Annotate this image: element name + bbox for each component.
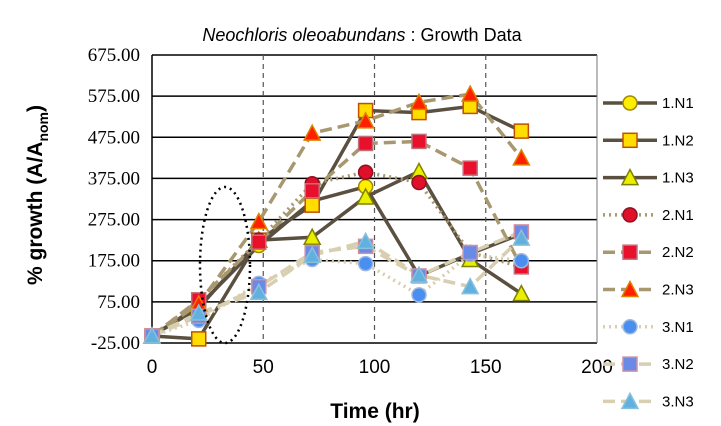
legend-marker-2.N2 bbox=[622, 244, 638, 260]
x-tick-label: 100 bbox=[359, 357, 391, 378]
x-tick-label: 0 bbox=[147, 357, 158, 378]
series-line-1.N3 bbox=[151, 169, 523, 338]
data-point-2.N3 bbox=[356, 111, 375, 129]
legend-marker-1.N1 bbox=[622, 95, 638, 111]
data-point-2.N2 bbox=[357, 135, 374, 152]
y-tick-label: 375.00 bbox=[88, 168, 140, 189]
legend-label-3.N2: 3.N2 bbox=[662, 356, 694, 373]
data-point-3.N3 bbox=[189, 303, 208, 321]
y-tick-label: 475.00 bbox=[88, 127, 140, 148]
x-tick-label: 150 bbox=[470, 357, 502, 378]
x-tick-label: 50 bbox=[253, 357, 274, 378]
legend-label-2.N3: 2.N3 bbox=[662, 282, 694, 299]
y-tick-label: 75.00 bbox=[97, 292, 140, 313]
data-point-2.N2 bbox=[411, 133, 427, 150]
legend: 1.N1 1.N2 1.N3 2.N1 2.N2 2.N3 3.N1 3.N2 3.N3 bbox=[603, 95, 694, 410]
data-point-2.N1 bbox=[411, 174, 427, 191]
data-point-2.N2 bbox=[304, 183, 320, 199]
series-markers bbox=[142, 84, 531, 347]
data-point-2.N3 bbox=[460, 84, 480, 102]
data-point-3.N2 bbox=[462, 244, 478, 261]
data-point-3.N3 bbox=[512, 228, 531, 246]
data-point-3.N3 bbox=[356, 231, 375, 250]
plot-axes bbox=[151, 55, 598, 343]
chart-title: Neochloris oleoabundans : Growth Data bbox=[202, 25, 522, 45]
x-tick-label: 200 bbox=[581, 357, 613, 378]
data-point-2.N3 bbox=[512, 148, 531, 166]
legend-marker-2.N3 bbox=[620, 279, 640, 298]
y-tick-label: 575.00 bbox=[88, 86, 140, 107]
y-tick-label: 275.00 bbox=[88, 210, 140, 231]
data-point-3.N1 bbox=[513, 252, 530, 269]
chart-title-rest: : Growth Data bbox=[406, 25, 523, 45]
y-axis-label-sub: nom bbox=[35, 112, 51, 142]
legend-label-2.N1: 2.N1 bbox=[662, 207, 694, 224]
data-point-1.N3 bbox=[302, 227, 322, 246]
data-point-3.N1 bbox=[357, 255, 374, 272]
y-tick-labels: 675.00 575.00 475.00 375.00 275.00 175.00 75.0… bbox=[88, 45, 140, 354]
legend-marker-3.N2 bbox=[622, 356, 638, 372]
data-point-1.N3 bbox=[356, 187, 375, 205]
y-tick-label: -25.00 bbox=[91, 333, 140, 354]
data-point-1.N2 bbox=[513, 123, 530, 139]
y-axis-label-close: ) bbox=[24, 105, 47, 112]
series-line-3.N1 bbox=[151, 252, 522, 338]
legend-marker-1.N2 bbox=[622, 132, 638, 149]
data-point-2.N2 bbox=[462, 160, 478, 176]
data-point-3.N3 bbox=[302, 245, 322, 264]
legend-label-3.N1: 3.N1 bbox=[662, 319, 694, 336]
data-point-3.N3 bbox=[460, 277, 480, 295]
data-point-2.N3 bbox=[409, 92, 429, 111]
data-point-1.N2 bbox=[304, 197, 320, 213]
data-point-2.N1 bbox=[357, 164, 374, 181]
data-point-2.N3 bbox=[302, 123, 322, 141]
data-point-1.N2 bbox=[190, 331, 207, 347]
legend-marker-1.N3 bbox=[620, 168, 640, 186]
legend-label-1.N3: 1.N3 bbox=[662, 170, 694, 187]
x-tick-labels: 0 50 100 150 200 bbox=[147, 357, 613, 378]
legend-label-1.N2: 1.N2 bbox=[662, 132, 694, 149]
chart-title-italic: Neochloris oleoabundans bbox=[202, 25, 405, 45]
data-point-1.N3 bbox=[512, 284, 531, 302]
data-point-3.N3 bbox=[249, 282, 269, 301]
legend-label-1.N1: 1.N1 bbox=[662, 95, 694, 112]
series-line-3.N3 bbox=[151, 236, 523, 338]
data-point-3.N3 bbox=[409, 265, 429, 283]
annotation-ellipse bbox=[198, 185, 252, 345]
y-axis-label: % growth (A/Anom) bbox=[24, 105, 51, 285]
data-point-2.N2 bbox=[251, 234, 267, 250]
data-point-3.N1 bbox=[411, 287, 427, 303]
legend-marker-2.N1 bbox=[622, 207, 638, 223]
y-tick-label: 675.00 bbox=[88, 45, 140, 66]
y-axis-label-main: % growth (A/A bbox=[24, 142, 47, 285]
data-point-2.N3 bbox=[249, 212, 269, 230]
series-line-2.N3 bbox=[151, 92, 523, 338]
x-axis-label: Time (hr) bbox=[330, 400, 419, 423]
legend-label-2.N2: 2.N2 bbox=[662, 244, 694, 261]
data-point-3.N3 bbox=[142, 326, 162, 344]
series-line-1.N2 bbox=[151, 104, 523, 341]
legend-marker-3.N1 bbox=[622, 319, 638, 335]
y-tick-label: 175.00 bbox=[88, 251, 140, 272]
legend-label-3.N3: 3.N3 bbox=[662, 393, 694, 410]
legend-marker-3.N3 bbox=[620, 391, 640, 410]
